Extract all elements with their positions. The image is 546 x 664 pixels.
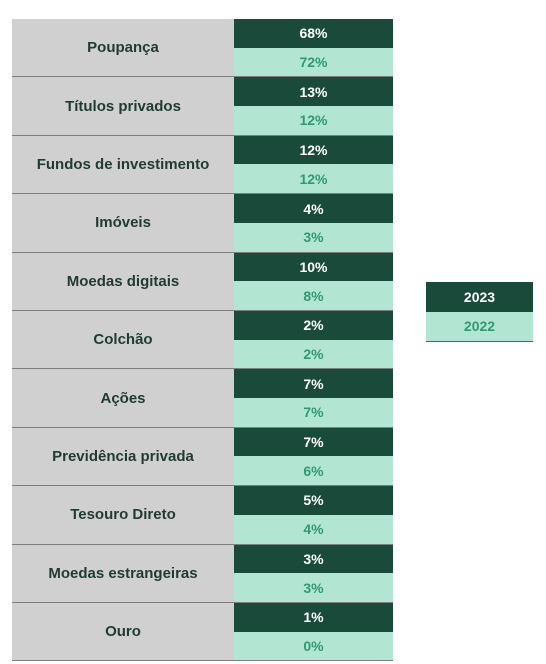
category-label: Moedas estrangeiras <box>12 544 234 602</box>
value-cells: 2% 2% <box>234 310 393 369</box>
value-2022: 72% <box>234 47 393 77</box>
table-row: Tesouro Direto 5% 4% <box>12 486 393 545</box>
table-row: Previdência privada 7% 6% <box>12 427 393 487</box>
value-cells: 3% 3% <box>234 544 393 602</box>
value-2022: 7% <box>234 398 393 427</box>
category-label: Tesouro Direto <box>12 486 234 544</box>
value-2022: 6% <box>234 456 393 486</box>
value-2022: 0% <box>234 631 393 661</box>
value-cells: 10% 8% <box>234 252 393 310</box>
value-2022: 2% <box>234 339 393 369</box>
table-row: Fundos de investimento 12% 12% <box>12 135 393 195</box>
value-cells: 1% 0% <box>234 602 393 661</box>
category-label: Títulos privados <box>12 77 234 135</box>
legend-item-2023: 2023 <box>426 282 533 312</box>
legend: 2023 2022 <box>426 282 533 342</box>
value-2023: 7% <box>234 369 393 399</box>
table-row: Imóveis 4% 3% <box>12 194 393 253</box>
value-cells: 7% 7% <box>234 369 393 427</box>
table-row: Ações 7% 7% <box>12 369 393 428</box>
value-2023: 5% <box>234 486 393 515</box>
value-cells: 5% 4% <box>234 486 393 544</box>
category-label: Poupança <box>12 19 234 77</box>
value-2022: 12% <box>234 106 393 135</box>
value-2022: 8% <box>234 281 393 310</box>
value-2023: 4% <box>234 194 393 223</box>
category-label: Moedas digitais <box>12 252 234 310</box>
value-cells: 7% 6% <box>234 427 393 486</box>
category-label: Ouro <box>12 602 234 661</box>
value-2023: 3% <box>234 544 393 574</box>
category-label: Ações <box>12 369 234 427</box>
value-2022: 4% <box>234 514 393 544</box>
category-label: Imóveis <box>12 194 234 252</box>
value-cells: 68% 72% <box>234 19 393 77</box>
category-label: Previdência privada <box>12 427 234 486</box>
value-2023: 12% <box>234 135 393 165</box>
value-2022: 12% <box>234 164 393 194</box>
value-cells: 12% 12% <box>234 135 393 194</box>
value-2023: 1% <box>234 602 393 632</box>
value-2023: 10% <box>234 252 393 282</box>
value-cells: 4% 3% <box>234 194 393 252</box>
table-row: Colchão 2% 2% <box>12 310 393 370</box>
table-row: Poupança 68% 72% <box>12 19 393 78</box>
value-cells: 13% 12% <box>234 77 393 135</box>
value-2022: 3% <box>234 222 393 252</box>
table-row: Ouro 1% 0% <box>12 602 393 662</box>
value-2022: 3% <box>234 573 393 602</box>
table-row: Moedas estrangeiras 3% 3% <box>12 544 393 603</box>
table-row: Moedas digitais 10% 8% <box>12 252 393 311</box>
value-2023: 68% <box>234 19 393 48</box>
legend-item-2022: 2022 <box>426 311 533 342</box>
value-2023: 2% <box>234 310 393 340</box>
category-label: Fundos de investimento <box>12 135 234 194</box>
table-row: Títulos privados 13% 12% <box>12 77 393 136</box>
category-label: Colchão <box>12 310 234 369</box>
value-2023: 7% <box>234 427 393 457</box>
value-2023: 13% <box>234 77 393 107</box>
investment-table: Poupança 68% 72% Títulos privados 13% 12% Fund… <box>12 19 393 662</box>
